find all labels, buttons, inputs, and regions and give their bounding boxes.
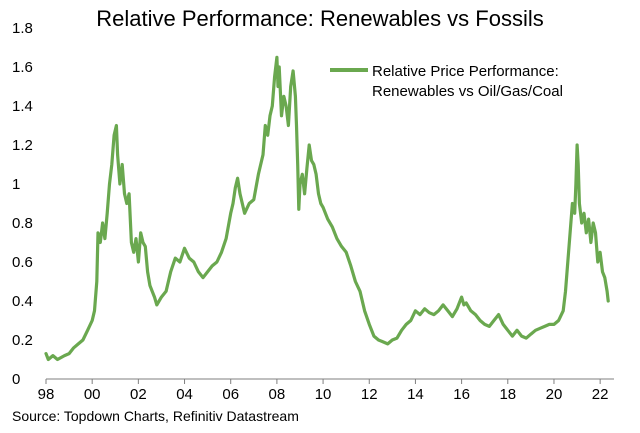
legend-label-line: Renewables vs Oil/Gas/Coal (372, 83, 563, 100)
y-tick-label: 1.2 (12, 137, 33, 154)
y-tick-label: 0 (12, 371, 20, 388)
x-tick-label: 06 (222, 386, 239, 403)
legend-label-line: Relative Price Performance: (372, 63, 559, 80)
x-tick-label: 12 (361, 386, 378, 403)
x-tick-label: 10 (315, 386, 332, 403)
y-tick-label: 1 (12, 176, 20, 193)
legend: Relative Price Performance: Renewables vs… (330, 63, 563, 100)
series-line-0 (44, 55, 610, 362)
x-tick-label: 00 (84, 386, 101, 403)
x-axis: 98 00 02 04 06 08 10 12 14 16 18 20 22 (38, 378, 614, 403)
x-tick-label: 08 (269, 386, 286, 403)
source-note: Source: Topdown Charts, Refinitiv Datast… (12, 408, 299, 424)
x-tick-label: 18 (499, 386, 516, 403)
x-tick-label: 02 (130, 386, 147, 403)
y-tick-label: 0.4 (12, 293, 33, 310)
x-tick-label: 20 (546, 386, 563, 403)
y-tick-label: 1.8 (12, 20, 33, 37)
x-tick-label: 22 (592, 386, 609, 403)
y-tick-label: 0.8 (12, 215, 33, 232)
y-tick-label: 1.6 (12, 59, 33, 76)
x-tick-label: 98 (38, 386, 55, 403)
chart-title: Relative Performance: Renewables vs Foss… (96, 6, 544, 31)
y-tick-label: 0.6 (12, 254, 33, 271)
y-tick-label: 1.4 (12, 98, 33, 115)
x-tick-label: 16 (453, 386, 470, 403)
y-tick-label: 0.2 (12, 332, 33, 349)
x-tick-label: 14 (407, 386, 424, 403)
y-axis-ticks: 0 0.2 0.4 0.6 0.8 1 1.2 1.4 1.6 1.8 (12, 20, 33, 388)
x-tick-label: 04 (176, 386, 193, 403)
series-lines (44, 55, 610, 362)
